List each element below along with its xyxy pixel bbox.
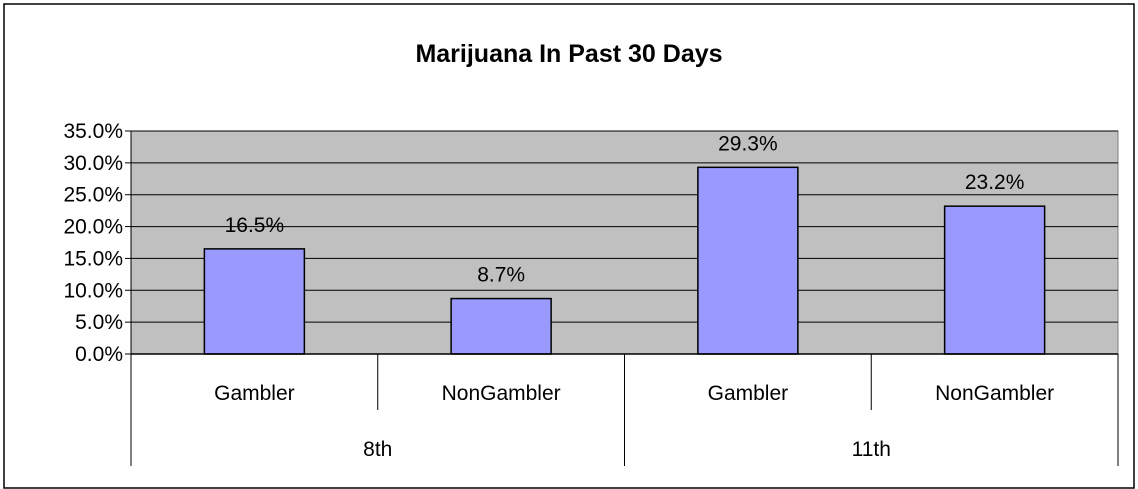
x-axis: Gambler NonGambler Gambler NonGambler 8th 11t…	[130, 353, 1119, 466]
x-group-label: 11th	[852, 438, 891, 461]
x-category-label: Gambler	[708, 382, 789, 405]
bar	[697, 166, 799, 355]
x-group-label: 8th	[363, 438, 392, 461]
data-labels: 16.5% 8.7% 29.3% 23.2%	[225, 132, 1025, 286]
bar	[450, 297, 552, 355]
y-tick-label: 10.0%	[63, 279, 123, 302]
data-label: 8.7%	[477, 264, 525, 287]
x-category-label: Gambler	[214, 382, 295, 405]
y-tick-label: 5.0%	[75, 311, 123, 334]
y-tick-label: 20.0%	[63, 216, 123, 239]
x-category-label: NonGambler	[935, 382, 1054, 405]
x-category-label: NonGambler	[442, 382, 561, 405]
bar	[943, 205, 1046, 355]
bar	[203, 248, 306, 355]
data-label: 29.3%	[718, 132, 778, 155]
y-tick-label: 30.0%	[63, 152, 123, 175]
data-label: 16.5%	[225, 214, 285, 237]
y-tick-label: 0.0%	[75, 343, 123, 366]
y-tick-label: 25.0%	[63, 184, 123, 207]
y-axis-ticks: 0.0% 5.0% 10.0% 15.0% 20.0% 25.0% 30.0% 35.0%	[63, 120, 132, 366]
bars	[203, 166, 1046, 355]
y-tick-label: 35.0%	[63, 120, 123, 143]
y-tick-label: 15.0%	[63, 247, 123, 270]
chart-title: Marijuana In Past 30 Days	[415, 40, 722, 68]
data-label: 23.2%	[965, 171, 1025, 194]
